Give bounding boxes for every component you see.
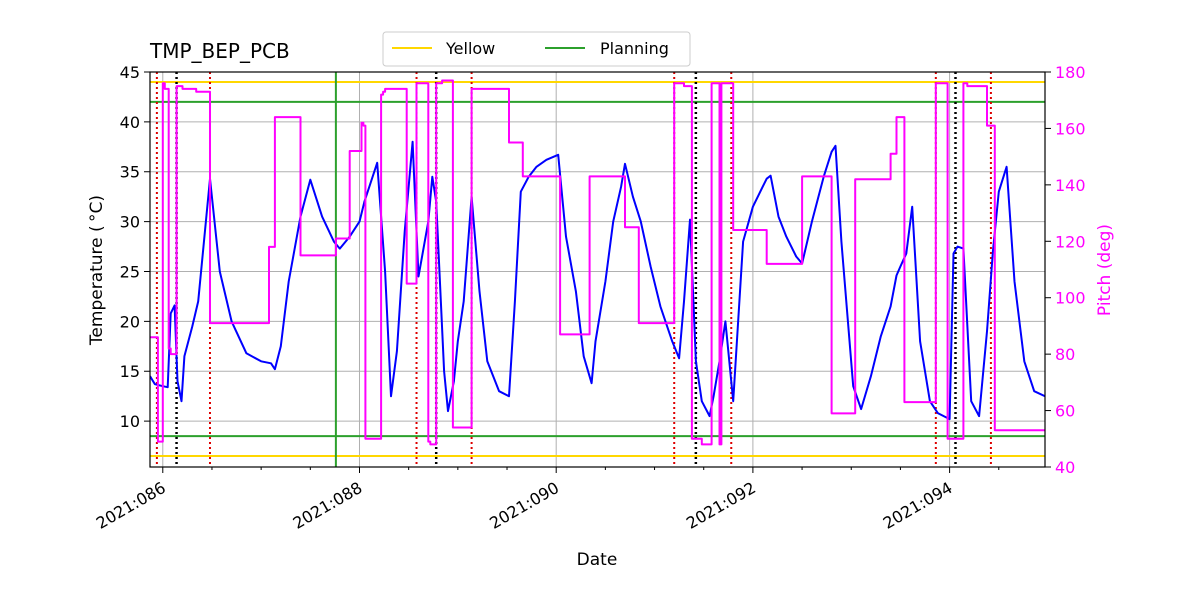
legend-label-planning: Planning: [600, 39, 669, 58]
y-tick-label-2: 20: [120, 312, 140, 331]
plot-content: [150, 72, 1045, 467]
series-line-pitch: [150, 79, 1045, 446]
y2-tick-label-7: 180: [1055, 63, 1086, 82]
y2-tick-label-6: 160: [1055, 119, 1086, 138]
y2-tick-label-2: 80: [1055, 345, 1075, 364]
chart-title: TMP_BEP_PCB: [149, 39, 290, 63]
y-axis-label: Temperature ( °C): [87, 195, 107, 346]
y2-tick-label-1: 60: [1055, 402, 1075, 421]
y-tick-label-4: 30: [120, 213, 140, 232]
y-tick-label-5: 35: [120, 163, 140, 182]
legend-frame: [382, 31, 691, 67]
series-line-temperature: [150, 140, 1045, 421]
y-tick-label-6: 40: [120, 113, 140, 132]
y-tick-label-0: 10: [120, 412, 140, 431]
x-axis-label: Date: [577, 550, 618, 570]
y-tick-label-7: 45: [120, 63, 140, 82]
y2-axis-label: Pitch (deg): [1095, 224, 1115, 316]
legend: Yellow Planning: [382, 31, 691, 67]
legend-label-yellow: Yellow: [445, 39, 495, 58]
y-tick-label-1: 15: [120, 362, 140, 381]
y2-tick-label-4: 120: [1055, 232, 1086, 251]
y2-tick-label-0: 40: [1055, 458, 1075, 477]
y2-tick-label-3: 100: [1055, 289, 1086, 308]
plot-area: [150, 72, 1045, 467]
y2-tick-label-5: 140: [1055, 176, 1086, 195]
y-tick-label-3: 25: [120, 262, 140, 281]
axes-frame: [149, 71, 1046, 468]
